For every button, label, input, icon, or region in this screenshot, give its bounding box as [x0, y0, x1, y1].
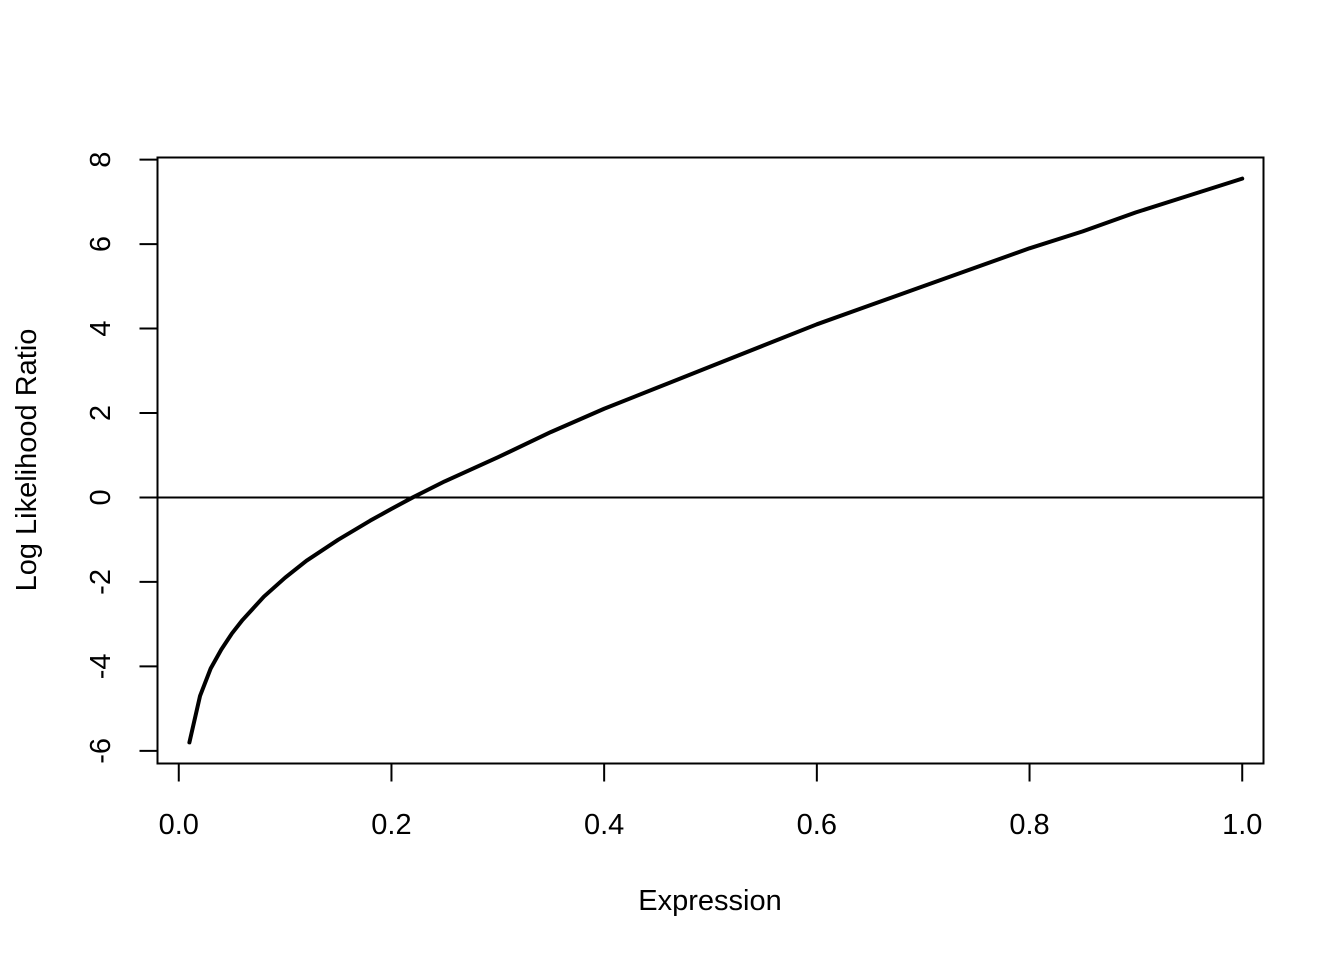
- y-tick-label: 0: [85, 489, 117, 505]
- series-line: [187, 176, 1245, 745]
- plot-frame: [156, 156, 1265, 765]
- y-tick-label: 2: [85, 405, 117, 421]
- x-axis-title: Expression: [638, 885, 781, 917]
- y-tick-label: 8: [85, 152, 117, 168]
- x-tick-label: 0.4: [584, 809, 624, 841]
- y-tick-label: -6: [85, 738, 117, 764]
- x-axis: 0.0 0.2 0.4 0.6 0.8 1.0: [159, 762, 1262, 841]
- y-axis: -6 -4 -2 0 2 4 6 8: [85, 152, 159, 764]
- y-axis-title: Log Likelihood Ratio: [11, 329, 43, 592]
- y-tick-label: 4: [85, 320, 117, 336]
- y-tick-label: -2: [85, 569, 117, 595]
- x-tick-label: 0.0: [159, 809, 199, 841]
- y-tick-label: 6: [85, 236, 117, 252]
- series-group: [187, 176, 1245, 745]
- x-tick-label: 0.6: [797, 809, 837, 841]
- y-tick-label: -4: [85, 653, 117, 679]
- x-tick-label: 0.8: [1009, 809, 1049, 841]
- x-tick-label: 0.2: [371, 809, 411, 841]
- x-tick-label: 1.0: [1222, 809, 1262, 841]
